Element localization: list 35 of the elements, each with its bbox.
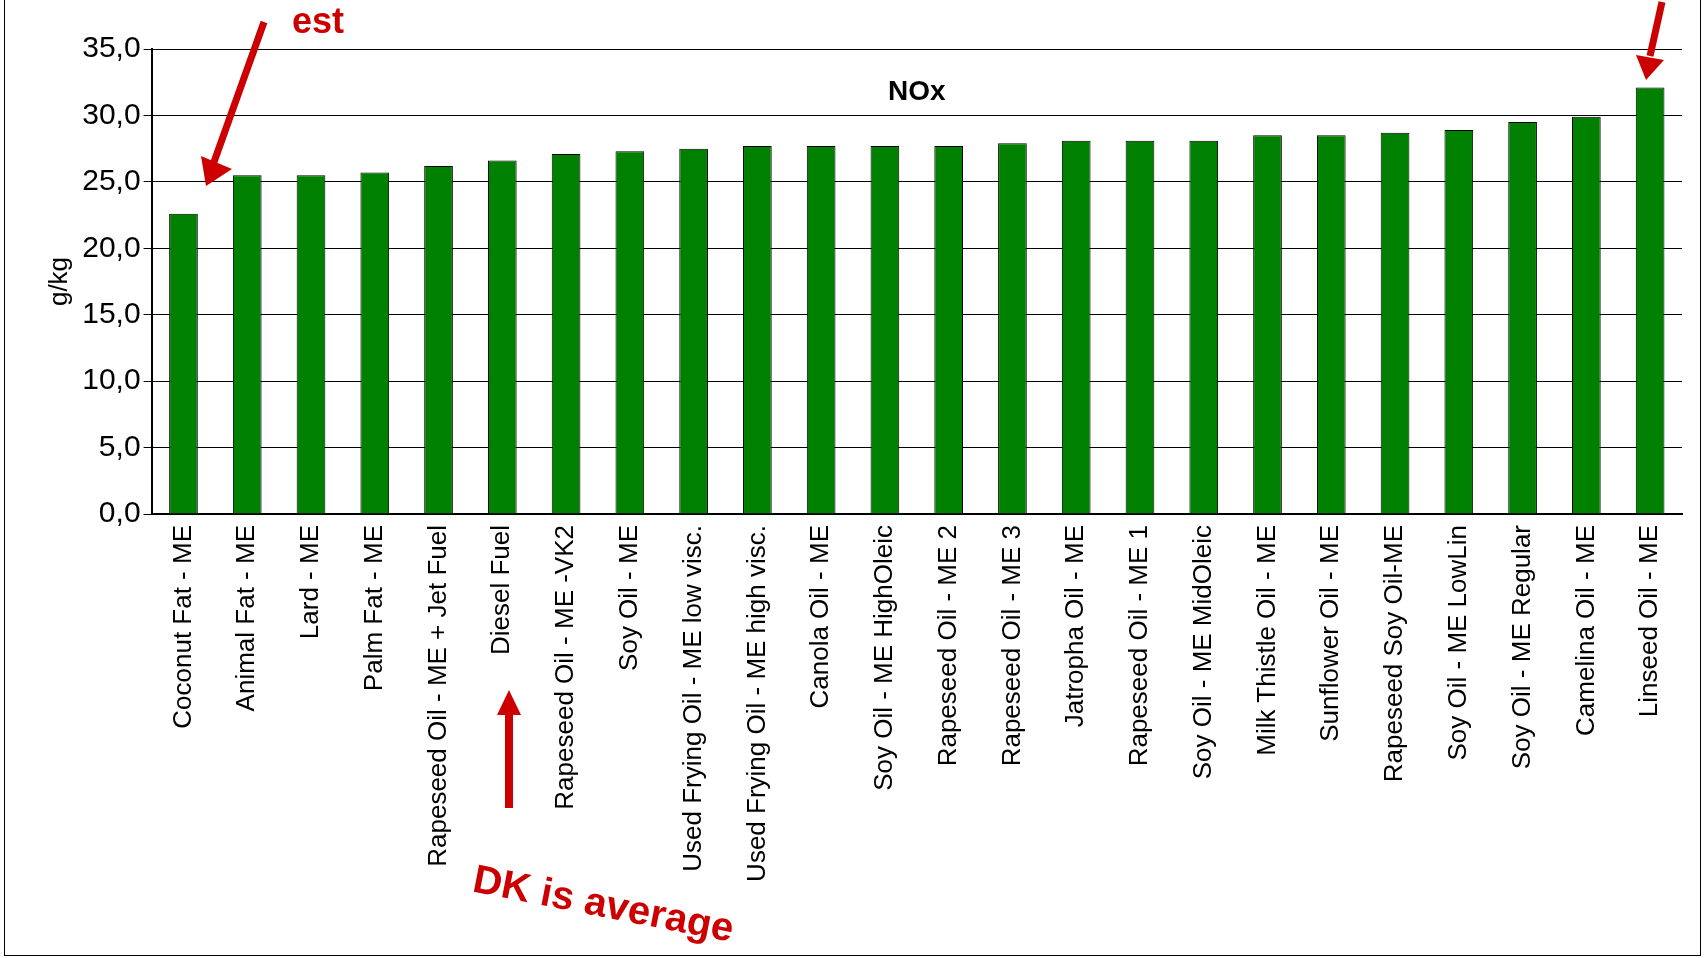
x-tick-label: Used Frying Oil - ME low visc. xyxy=(676,525,707,872)
text: NOx xyxy=(888,74,947,106)
x-tick-label: Milk Thistle Oil - ME xyxy=(1250,525,1281,756)
x-tick-label: Diesel Fuel xyxy=(485,525,516,656)
x-tick-label: Soy Oil - ME LowLin xyxy=(1441,525,1472,761)
y-tick-label: 10,0 xyxy=(82,362,141,396)
x-tick-label: Canola Oil - ME xyxy=(804,525,835,709)
y-axis-title: g/kg xyxy=(42,256,73,307)
y-tick-label: 5,0 xyxy=(98,428,141,462)
x-tick-label: Coconut Fat - ME xyxy=(166,525,197,729)
x-tick-label: Soy Oil - ME xyxy=(613,525,644,671)
y-tick-label: 0,0 xyxy=(98,495,141,529)
x-tick-label: Camelina Oil - ME xyxy=(1569,525,1600,736)
x-tick-label: Rapeseed Oil - ME 2 xyxy=(931,525,962,767)
x-tick-label: Jatropha Oil - ME xyxy=(1059,525,1090,728)
x-tick-label: Lard - ME xyxy=(294,525,325,640)
x-tick-label: Soy Oil - ME Regular xyxy=(1505,524,1536,770)
x-tick-label: Rapeseed Oil - ME + Jet Fuel xyxy=(421,525,452,867)
y-tick-label: 30,0 xyxy=(82,96,141,130)
text: est xyxy=(292,0,345,42)
y-tick-label: 25,0 xyxy=(82,163,141,197)
x-tick-label: Palm Fat - ME xyxy=(357,525,388,692)
x-tick-label: Rapeseed Oil - ME 3 xyxy=(995,525,1026,767)
x-tick-label: Animal Fat - ME xyxy=(230,525,261,712)
x-tick-label: Rapeseed Soy Oil-ME xyxy=(1378,525,1409,783)
y-tick-label: 20,0 xyxy=(82,229,141,263)
y-tick-label: 15,0 xyxy=(82,295,141,329)
x-tick-label: Rapeseed Oil - ME 1 xyxy=(1123,525,1154,767)
y-tick-label: 35,0 xyxy=(82,30,141,64)
x-tick-label: Linseed Oil - ME xyxy=(1633,525,1664,718)
x-tick-label: Rapeseed Oil - ME -VK2 xyxy=(549,525,580,810)
x-tick-label: Used Frying Oil - ME high visc. xyxy=(740,525,771,882)
x-tick-label: Soy Oil - ME MidOleic xyxy=(1186,525,1217,780)
x-tick-label: Sunflower Oil - ME xyxy=(1314,525,1345,742)
x-tick-label: Soy Oil - ME HighOleic xyxy=(868,525,899,791)
